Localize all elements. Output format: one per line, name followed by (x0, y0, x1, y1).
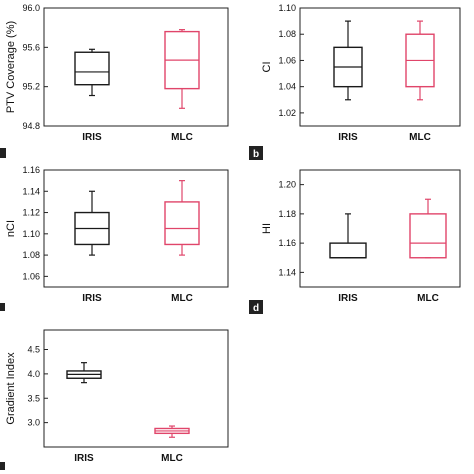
iqr-box (329, 242, 367, 259)
box-mlc (164, 29, 200, 109)
y-axis-label: Gradient Index (5, 352, 17, 425)
panel-3: 1.06 1.08 1.10 1.12 1.14 1.16 nCI IRIS MLC (0, 165, 229, 311)
x-category-label: MLC (171, 132, 193, 143)
y-tick-label: 95.2 (22, 82, 40, 92)
plot-frame (299, 169, 461, 288)
box-mlc (409, 198, 447, 259)
x-category-label: IRIS (82, 293, 102, 304)
panel-5: 3.0 3.5 4.0 4.5 Gradient Index IRIS MLC (0, 329, 229, 470)
y-tick-label: 1.12 (22, 208, 40, 218)
panel-label: b (253, 149, 259, 160)
y-tick-label: 1.14 (278, 267, 296, 277)
iqr-box (164, 201, 200, 246)
box-iris (74, 190, 110, 256)
x-category-label: MLC (161, 453, 183, 464)
box-iris (66, 362, 102, 384)
box-iris (329, 213, 367, 259)
x-category-label: MLC (171, 293, 193, 304)
y-tick-label: 1.16 (278, 238, 296, 248)
x-category-label: MLC (409, 132, 431, 143)
iqr-box (74, 51, 110, 86)
panel-1: 94.8 95.2 95.6 96.0 PTV Coverage (%) IRIS MLC (0, 3, 229, 158)
box-mlc (154, 425, 190, 438)
panel-label-box (249, 300, 263, 314)
y-tick-label: 95.6 (22, 42, 40, 52)
iqr-box (409, 213, 447, 259)
y-tick-label: 1.02 (278, 108, 296, 118)
panel-label-box (249, 146, 263, 160)
y-tick-label: 1.08 (22, 250, 40, 260)
box-iris (333, 20, 363, 101)
y-tick-label: 94.8 (22, 121, 40, 131)
y-axis-label: nCI (5, 220, 17, 237)
y-tick-label: 1.04 (278, 82, 296, 92)
panel-label-box (0, 303, 5, 311)
plot-frame (43, 329, 229, 448)
y-tick-label: 1.10 (278, 3, 296, 13)
y-tick-label: 3.0 (27, 418, 40, 428)
x-category-label: IRIS (338, 132, 358, 143)
y-tick-label: 1.06 (278, 55, 296, 65)
y-tick-label: 1.14 (22, 186, 40, 196)
y-tick-label: 96.0 (22, 3, 40, 13)
box-mlc (164, 180, 200, 256)
y-tick-label: 4.5 (27, 345, 40, 355)
y-tick-label: 1.16 (22, 165, 40, 175)
y-axis-label: PTV Coverage (%) (5, 21, 17, 113)
y-tick-label: 1.10 (22, 229, 40, 239)
x-category-label: IRIS (74, 453, 94, 464)
panel-label: d (253, 303, 259, 314)
x-category-label: IRIS (82, 132, 102, 143)
box-mlc (405, 20, 435, 101)
y-tick-label: 1.06 (22, 271, 40, 281)
panel-4: 1.14 1.16 1.18 1.20 HI IRIS MLC d (249, 169, 461, 314)
y-tick-label: 1.08 (278, 29, 296, 39)
plot-frame (43, 169, 229, 288)
panel-2: 1.02 1.04 1.06 1.08 1.10 CI IRIS MLC b (249, 3, 461, 160)
x-category-label: MLC (417, 293, 439, 304)
y-axis-label: HI (261, 223, 273, 234)
x-category-label: IRIS (338, 293, 358, 304)
panel-label-box (0, 148, 6, 158)
y-tick-label: 3.5 (27, 393, 40, 403)
y-tick-label: 1.18 (278, 209, 296, 219)
y-axis-label: CI (261, 62, 273, 73)
plot-frame (299, 7, 461, 127)
plot-frame (43, 7, 229, 127)
box-iris (74, 48, 110, 97)
y-tick-label: 1.20 (278, 180, 296, 190)
y-tick-label: 4.0 (27, 369, 40, 379)
panel-label-box (0, 462, 5, 470)
